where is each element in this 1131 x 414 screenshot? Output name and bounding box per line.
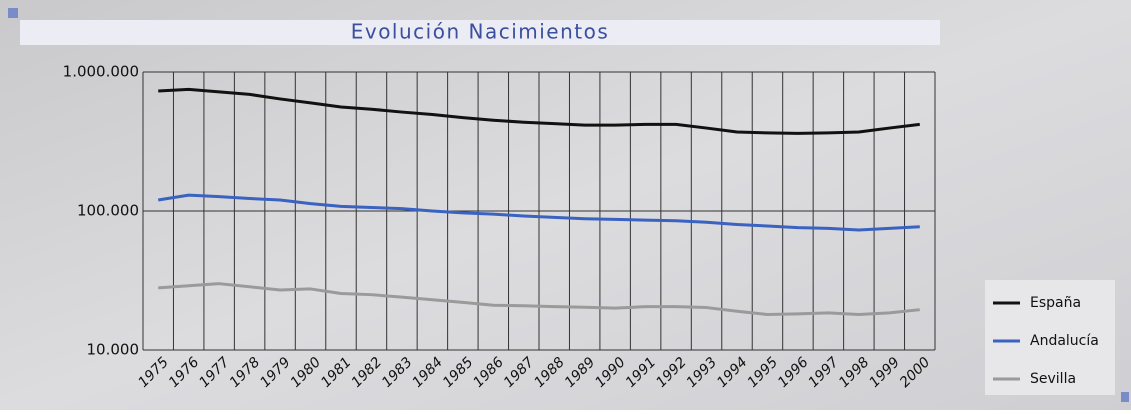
legend-label: Sevilla — [1030, 371, 1076, 387]
corner-mark — [8, 8, 18, 18]
background — [0, 0, 1131, 410]
y-tick-label: 100.000 — [77, 202, 139, 220]
corner-mark — [1121, 392, 1129, 402]
y-tick-label: 1.000.000 — [63, 63, 139, 81]
chart-title: Evolución Nacimientos — [351, 20, 610, 44]
chart: Evolución Nacimientos 10.000 100.000 1.000… — [0, 0, 1131, 410]
y-tick-label: 10.000 — [87, 341, 140, 359]
legend-label: Andalucía — [1030, 333, 1099, 349]
legend-label: España — [1030, 295, 1081, 311]
